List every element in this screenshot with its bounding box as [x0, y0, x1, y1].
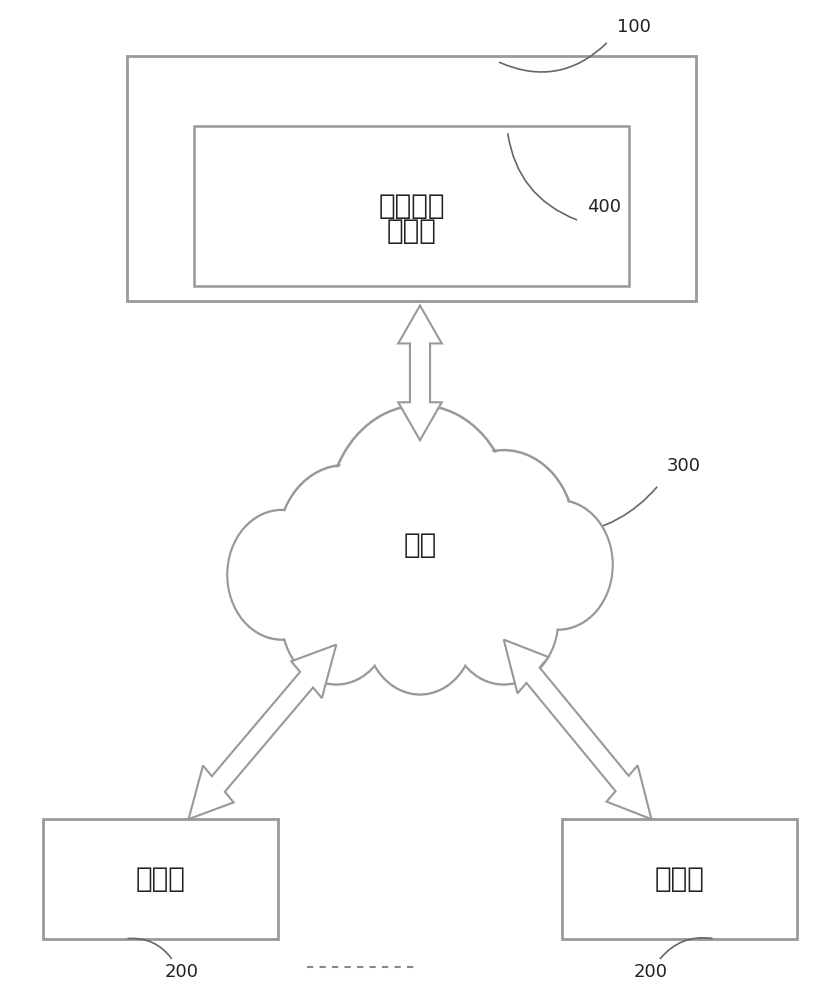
Text: 200: 200 — [165, 963, 198, 981]
Circle shape — [367, 567, 473, 693]
Polygon shape — [189, 645, 336, 819]
Bar — [127, 56, 696, 301]
Circle shape — [229, 512, 334, 638]
Circle shape — [278, 465, 412, 625]
Text: 客户端: 客户端 — [654, 865, 705, 893]
Circle shape — [228, 510, 336, 640]
Text: 网络: 网络 — [403, 531, 437, 559]
Text: 应用程序: 应用程序 — [378, 192, 445, 220]
Circle shape — [282, 555, 391, 684]
Circle shape — [434, 453, 573, 617]
Polygon shape — [398, 306, 442, 440]
Circle shape — [506, 502, 611, 628]
Bar — [43, 819, 278, 939]
Circle shape — [433, 450, 575, 620]
Text: 300: 300 — [667, 457, 701, 475]
Circle shape — [365, 565, 475, 694]
Text: 400: 400 — [587, 198, 622, 216]
Circle shape — [331, 409, 509, 621]
Circle shape — [283, 557, 389, 683]
Circle shape — [451, 557, 557, 683]
Text: 服务端: 服务端 — [386, 217, 437, 245]
Text: 100: 100 — [617, 18, 651, 36]
Circle shape — [504, 500, 612, 630]
Text: 客户端: 客户端 — [135, 865, 186, 893]
Circle shape — [280, 467, 410, 622]
Bar — [194, 126, 629, 286]
Polygon shape — [504, 640, 651, 819]
Circle shape — [328, 405, 512, 625]
Circle shape — [449, 555, 558, 684]
Bar — [562, 819, 797, 939]
Text: 200: 200 — [633, 963, 667, 981]
